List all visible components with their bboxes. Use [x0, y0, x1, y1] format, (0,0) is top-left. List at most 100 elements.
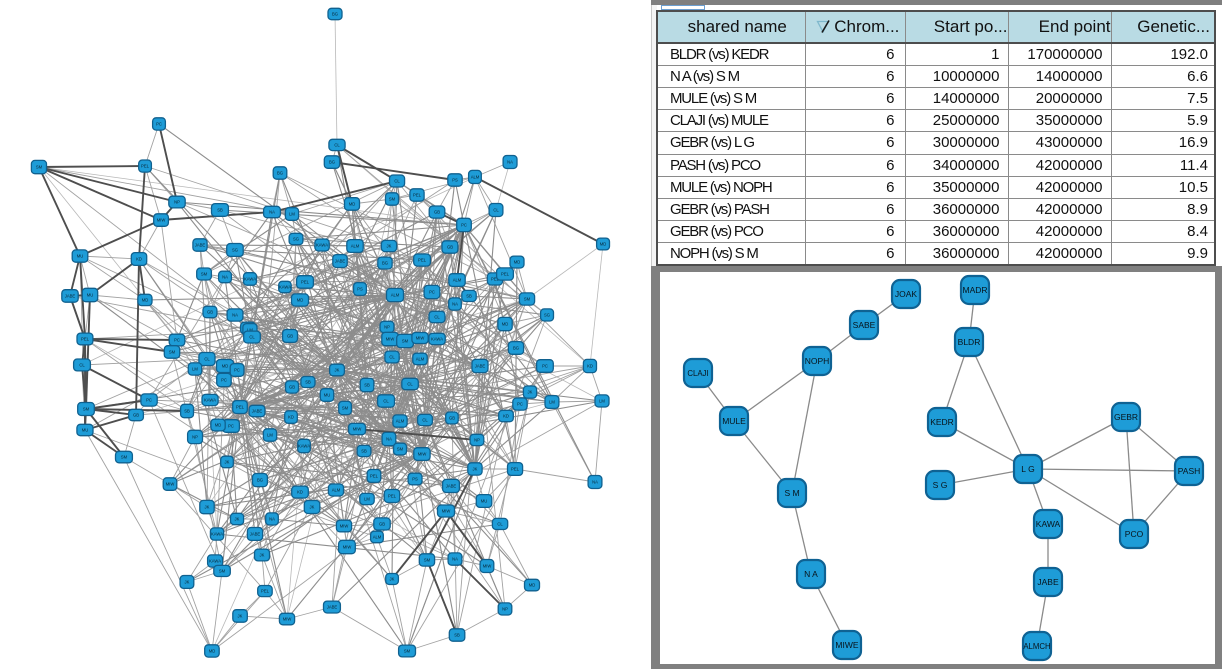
svg-text:NP: NP [502, 607, 508, 612]
svg-text:JABE: JABE [252, 409, 263, 414]
svg-text:JK: JK [473, 467, 478, 472]
svg-text:MU: MU [77, 254, 84, 259]
svg-text:GB: GB [207, 310, 213, 315]
svg-text:GB: GB [133, 413, 139, 418]
svg-text:JABE: JABE [65, 294, 76, 299]
svg-text:ALM: ALM [332, 488, 341, 493]
svg-text:MD: MD [502, 322, 509, 327]
svg-text:LM: LM [247, 328, 253, 333]
svg-text:NA: NA [592, 480, 598, 485]
svg-text:KD: KD [503, 414, 509, 419]
svg-text:PC: PC [174, 338, 180, 343]
svg-text:NP: NP [474, 438, 480, 443]
svg-text:ALM: ALM [453, 278, 462, 283]
svg-text:SABE: SABE [853, 320, 876, 330]
svg-text:S M: S M [784, 488, 799, 498]
svg-text:ALMCH: ALMCH [1023, 642, 1050, 651]
svg-text:NA: NA [507, 160, 513, 165]
svg-text:PEL: PEL [511, 467, 520, 472]
svg-text:NP: NP [384, 325, 390, 330]
svg-text:NA: NA [269, 517, 275, 522]
svg-text:BG: BG [332, 12, 338, 17]
svg-text:MD: MD [297, 298, 304, 303]
svg-text:PS: PS [412, 477, 418, 482]
svg-text:S G: S G [933, 480, 948, 490]
svg-text:NA: NA [452, 302, 458, 307]
svg-text:CL: CL [79, 363, 85, 368]
svg-text:ALM: ALM [396, 419, 405, 424]
svg-text:KAWA: KAWA [1036, 519, 1061, 529]
svg-text:MIWE: MIWE [835, 640, 858, 650]
svg-text:JK: JK [390, 577, 395, 582]
svg-text:BG: BG [513, 346, 519, 351]
svg-text:MIW: MIW [386, 337, 395, 342]
svg-text:JK: JK [387, 244, 392, 249]
svg-text:PC: PC [156, 122, 162, 127]
svg-text:SM: SM [121, 455, 128, 460]
svg-text:GB: GB [434, 210, 440, 215]
svg-text:PS: PS [357, 287, 363, 292]
svg-text:CL: CL [497, 522, 503, 527]
svg-text:NA: NA [222, 275, 228, 280]
svg-text:KD: KD [587, 364, 593, 369]
svg-text:MIW: MIW [166, 482, 175, 487]
svg-text:MU: MU [82, 428, 89, 433]
svg-text:PEL: PEL [261, 589, 270, 594]
svg-text:KD: KD [288, 415, 294, 420]
svg-text:GEBR: GEBR [1114, 412, 1138, 422]
svg-text:MU: MU [324, 393, 331, 398]
svg-text:PEL: PEL [491, 277, 500, 282]
svg-text:SM: SM [404, 649, 411, 654]
svg-text:MD: MD [349, 202, 356, 207]
svg-text:JK: JK [238, 614, 243, 619]
svg-text:PEL: PEL [418, 258, 427, 263]
svg-text:NA: NA [232, 313, 238, 318]
svg-text:BG: BG [329, 160, 335, 165]
svg-text:PEL: PEL [388, 494, 397, 499]
svg-text:SB: SB [454, 633, 460, 638]
svg-text:MD: MD [514, 260, 521, 265]
svg-text:JOAK: JOAK [895, 289, 918, 299]
svg-text:JABE: JABE [1037, 577, 1059, 587]
svg-text:JK: JK [260, 553, 265, 558]
svg-text:PASH: PASH [1178, 466, 1201, 476]
svg-text:GB: GB [379, 522, 385, 527]
svg-text:NA: NA [269, 210, 275, 215]
svg-text:JABE: JABE [327, 605, 338, 610]
svg-text:JK: JK [335, 368, 340, 373]
svg-text:KAWA: KAWA [209, 559, 221, 564]
svg-text:PCO: PCO [1125, 529, 1144, 539]
svg-text:MD: MD [222, 364, 229, 369]
svg-text:BLDR: BLDR [958, 337, 981, 347]
svg-text:BG: BG [257, 478, 263, 483]
svg-text:SG: SG [544, 313, 550, 318]
svg-text:PEL: PEL [301, 280, 310, 285]
svg-text:MIW: MIW [416, 336, 425, 341]
svg-text:KD: KD [136, 257, 142, 262]
svg-text:SB: SB [305, 380, 311, 385]
svg-text:SB: SB [184, 409, 190, 414]
svg-text:SB: SB [364, 383, 370, 388]
svg-text:SM: SM [169, 350, 176, 355]
svg-text:PC: PC [429, 290, 435, 295]
svg-text:MD: MD [529, 583, 536, 588]
svg-text:KAWA: KAWA [298, 444, 310, 449]
svg-text:PC: PC [234, 368, 240, 373]
svg-text:PC: PC [461, 223, 467, 228]
svg-text:CLAJI: CLAJI [687, 369, 708, 378]
svg-text:CL: CL [407, 382, 413, 387]
svg-text:N A: N A [804, 569, 818, 579]
svg-text:LM: LM [549, 400, 555, 405]
svg-text:LM: LM [289, 212, 295, 217]
svg-text:PEL: PEL [413, 193, 422, 198]
svg-text:SB: SB [466, 294, 472, 299]
svg-text:PC: PC [542, 364, 548, 369]
svg-text:CL: CL [383, 399, 389, 404]
svg-text:SB: SB [217, 208, 223, 213]
svg-text:CL: CL [422, 418, 428, 423]
svg-text:CL: CL [394, 179, 400, 184]
svg-text:JABE: JABE [475, 364, 486, 369]
svg-text:MIW: MIW [340, 524, 349, 529]
svg-text:PEL: PEL [141, 164, 150, 169]
svg-text:KAWA: KAWA [204, 398, 216, 403]
